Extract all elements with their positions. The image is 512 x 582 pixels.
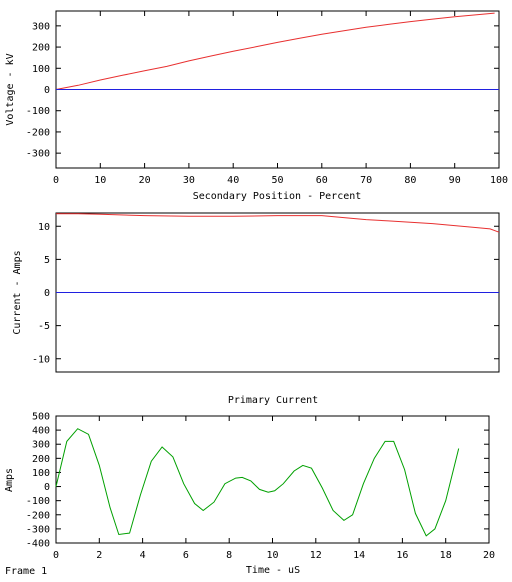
frame-label: Frame 1 (5, 566, 47, 577)
voltage-plot-y-axis-label: Voltage - kV (5, 53, 16, 125)
y-tick-label: -10 (32, 354, 50, 365)
x-tick-label: 100 (490, 175, 508, 186)
y-tick-label: 300 (32, 21, 50, 32)
x-tick-label: 16 (396, 550, 408, 561)
primary-current-plot-x-axis-label: Time - uS (246, 565, 300, 576)
x-tick-label: 80 (404, 175, 416, 186)
x-tick-label: 0 (53, 550, 59, 561)
y-tick-label: 10 (38, 222, 50, 233)
x-tick-label: 14 (353, 550, 365, 561)
y-tick-label: 100 (32, 64, 50, 75)
series-line-1 (56, 213, 500, 233)
primary-current-plot-frame (55, 415, 490, 544)
x-tick-label: 30 (183, 175, 195, 186)
primary-current-plot-y-axis-label: Amps (4, 468, 15, 492)
x-tick-label: 18 (440, 550, 452, 561)
y-tick-label: -100 (26, 106, 50, 117)
x-tick-label: 90 (449, 175, 461, 186)
x-tick-label: 10 (266, 550, 278, 561)
x-tick-label: 2 (96, 550, 102, 561)
primary-current-plot: Primary Current Amps Time - uS -400 -300 -… (4, 395, 495, 576)
y-tick-label: -300 (26, 149, 50, 160)
y-tick-label: -300 (26, 524, 50, 535)
x-tick-label: 20 (483, 550, 495, 561)
x-tick-label: 12 (310, 550, 322, 561)
x-tick-label: 60 (316, 175, 328, 186)
y-tick-label: 200 (32, 43, 50, 54)
x-tick-label: 4 (140, 550, 146, 561)
x-tick-label: 6 (183, 550, 189, 561)
voltage-plot-x-axis-label: Secondary Position - Percent (193, 191, 362, 202)
current-plot-y-axis-label: Current - Amps (12, 250, 23, 334)
y-tick-label: 500 (32, 412, 50, 423)
primary-current-plot-title: Primary Current (228, 395, 318, 406)
y-tick-label: -400 (26, 539, 50, 550)
y-tick-label: 300 (32, 440, 50, 451)
x-tick-label: 20 (139, 175, 151, 186)
y-tick-label: -200 (26, 510, 50, 521)
x-tick-label: 0 (53, 175, 59, 186)
y-tick-label: -5 (38, 321, 50, 332)
y-tick-label: 200 (32, 454, 50, 465)
x-tick-label: 70 (360, 175, 372, 186)
y-tick-label: 0 (44, 288, 50, 299)
y-tick-label: 100 (32, 468, 50, 479)
y-tick-label: 5 (44, 255, 50, 266)
x-tick-label: 8 (226, 550, 232, 561)
current-plot: Current - Amps -10 -5 0 5 10 (12, 212, 500, 373)
y-tick-label: 0 (44, 482, 50, 493)
series-line-1 (55, 428, 460, 537)
y-tick-label: 0 (44, 85, 50, 96)
y-tick-label: -100 (26, 496, 50, 507)
series-line-1 (55, 12, 495, 90)
x-tick-label: 10 (94, 175, 106, 186)
x-tick-label: 40 (227, 175, 239, 186)
y-tick-label: -200 (26, 127, 50, 138)
voltage-plot: Voltage - kV Secondary Position - Percen… (5, 10, 508, 202)
y-tick-label: 400 (32, 426, 50, 437)
x-tick-label: 50 (271, 175, 283, 186)
